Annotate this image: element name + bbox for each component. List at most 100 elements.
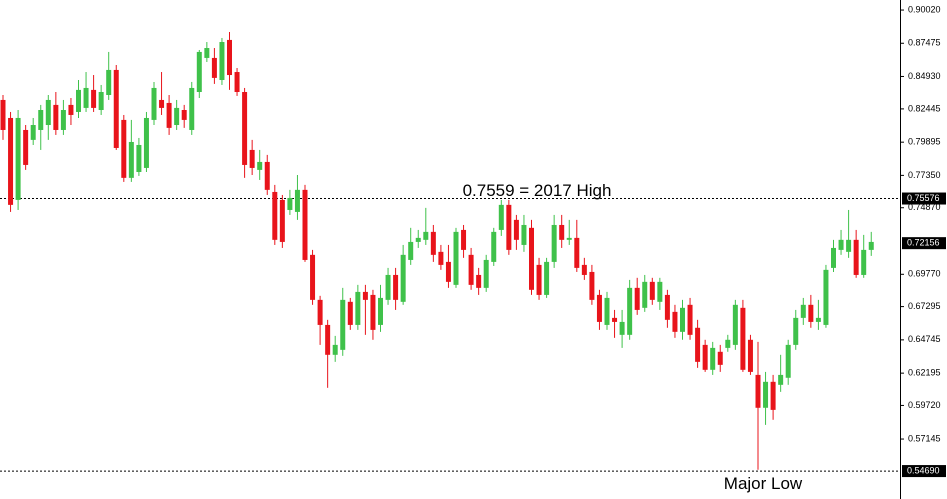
candle-body	[106, 69, 112, 95]
candle-body	[362, 291, 368, 300]
candle-body	[310, 254, 316, 300]
candle-body	[513, 219, 519, 240]
candle-body	[76, 89, 81, 112]
candle-body	[468, 254, 474, 285]
candle-body	[529, 227, 534, 290]
candle-body	[370, 294, 376, 330]
candle-body	[793, 317, 799, 345]
candle-body	[695, 327, 701, 362]
candle-body	[91, 89, 97, 108]
candle-body	[279, 199, 285, 242]
candle-body	[415, 237, 421, 242]
candle-body	[627, 287, 633, 335]
y-tick-label: 0.84930	[908, 71, 941, 81]
candle-body	[60, 110, 66, 130]
candle-body	[287, 197, 293, 210]
candle-body	[174, 107, 180, 126]
candle-body	[211, 57, 217, 78]
y-tick-label: 0.77350	[908, 170, 941, 180]
candle-body	[846, 239, 852, 252]
candle-body	[680, 307, 685, 332]
candle-body	[702, 344, 708, 370]
candle-body	[868, 241, 874, 250]
candle-body	[491, 231, 497, 262]
candle-body	[347, 301, 353, 325]
candle-body	[657, 281, 663, 302]
candle-body	[23, 129, 29, 165]
candle-body	[581, 264, 587, 275]
candle-body	[302, 189, 308, 260]
y-tick-label: 0.90020	[908, 4, 941, 14]
candle-body	[257, 161, 263, 170]
candle-body	[408, 241, 414, 260]
candle-body	[340, 299, 346, 350]
candle-body	[181, 110, 187, 120]
candle-body	[219, 42, 225, 80]
candle-body	[249, 149, 255, 168]
candle-body	[53, 104, 59, 130]
candle-body	[717, 351, 723, 365]
price-badge-label: 0.72156	[907, 238, 940, 248]
candle-body	[83, 87, 89, 108]
y-tick-label: 0.87475	[908, 38, 941, 48]
candle-body	[634, 287, 640, 310]
candle-body	[430, 231, 436, 255]
candle-body	[325, 324, 331, 355]
candle-body	[612, 317, 618, 322]
candle-body	[838, 239, 844, 250]
candle-body	[589, 271, 595, 300]
candle-body	[38, 110, 44, 130]
y-tick-label: 0.62195	[908, 368, 941, 378]
candle-body	[725, 339, 731, 348]
candle-body	[687, 304, 693, 335]
price-badge	[902, 237, 946, 250]
candle-body	[808, 304, 814, 322]
candle-body	[574, 237, 580, 268]
candle-body	[400, 254, 406, 302]
candle-body	[423, 231, 429, 240]
candle-body	[619, 321, 625, 335]
y-tick-label: 0.82445	[908, 103, 941, 113]
candle-body	[136, 144, 142, 172]
candle-body	[649, 281, 655, 300]
candle-body	[521, 224, 527, 245]
candle-body	[785, 344, 791, 378]
candle-body	[853, 239, 859, 275]
candle-body	[0, 99, 6, 130]
candle-body	[506, 204, 512, 250]
candle-body	[196, 51, 202, 92]
candle-body	[15, 117, 21, 200]
candle-body	[747, 339, 753, 372]
candle-body	[113, 69, 119, 148]
candle-body	[438, 251, 444, 265]
candle-body	[461, 229, 467, 250]
candle-body	[204, 48, 210, 58]
candle-body	[672, 311, 678, 332]
candle-body	[143, 117, 149, 168]
candle-body	[823, 269, 829, 325]
candle-body	[800, 304, 806, 318]
candle-body	[831, 247, 836, 268]
candle-body	[770, 381, 776, 410]
y-tick-label: 0.59720	[908, 400, 941, 410]
price-badge	[902, 465, 946, 478]
candle-body	[30, 125, 36, 140]
y-tick-label: 0.64745	[908, 334, 941, 344]
candle-body	[763, 381, 769, 408]
candle-body	[227, 39, 232, 76]
candle-body	[445, 261, 451, 282]
price-badge-label: 0.54690	[907, 465, 940, 475]
y-tick-label: 0.57145	[908, 433, 941, 443]
candle-body	[121, 119, 127, 178]
candle-body	[98, 91, 104, 111]
annotation: 0.7559 = 2017 High	[463, 181, 612, 200]
y-tick-label: 0.79895	[908, 137, 941, 147]
candle-body	[272, 191, 278, 240]
y-tick-label: 0.69770	[908, 269, 941, 279]
candle-body	[166, 102, 172, 128]
candle-body	[234, 72, 240, 92]
candle-body	[128, 141, 134, 178]
candle-body	[604, 297, 610, 325]
candle-body	[317, 299, 323, 325]
